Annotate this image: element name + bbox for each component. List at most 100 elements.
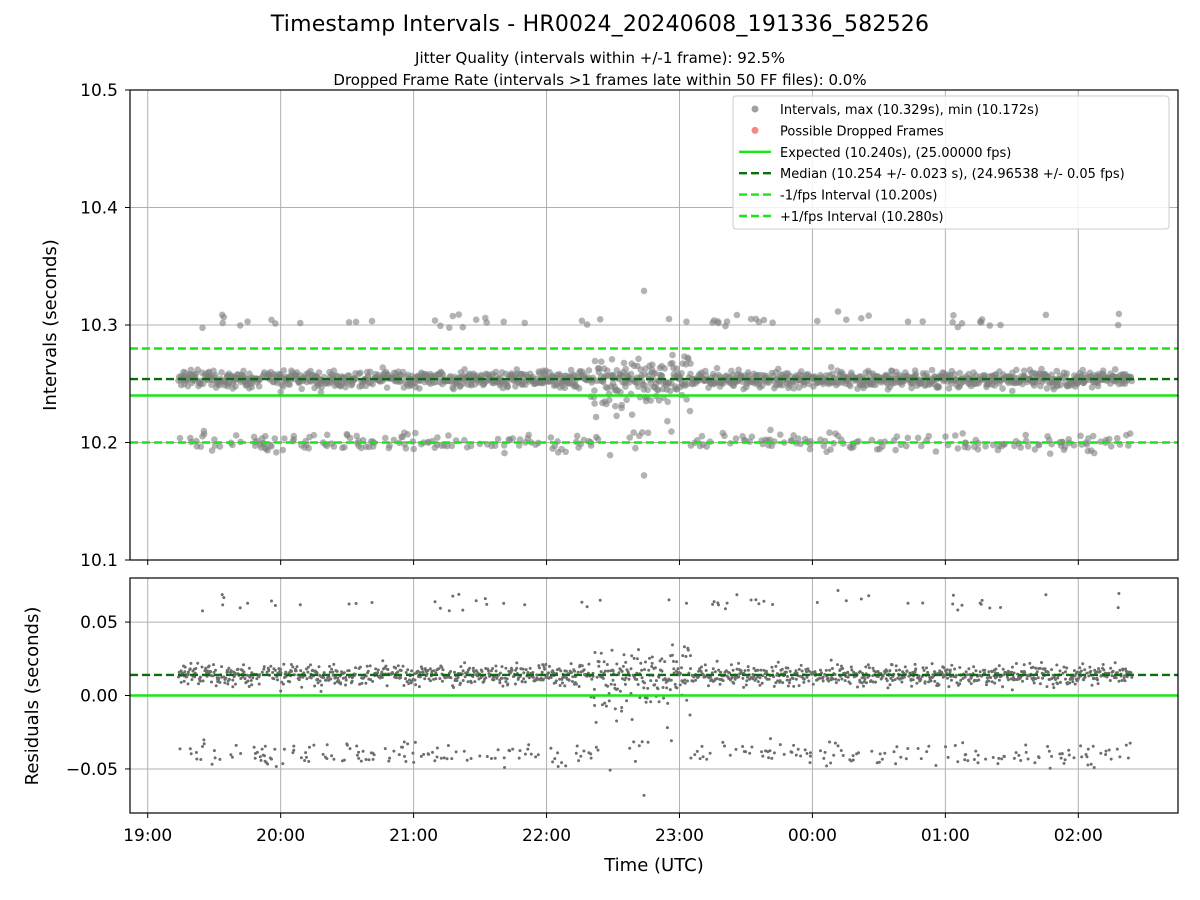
interval-point — [687, 360, 694, 367]
residual-point — [220, 665, 224, 669]
x-tick-label: 21:00 — [389, 826, 438, 846]
residual-point — [1096, 678, 1099, 682]
interval-point — [273, 449, 280, 456]
interval-point — [513, 366, 521, 373]
interval-point — [255, 383, 263, 390]
residual-point — [496, 748, 500, 752]
residual-point — [204, 666, 208, 670]
residual-point — [966, 673, 969, 677]
residual-point — [756, 680, 760, 684]
interval-point — [500, 442, 508, 449]
residual-point — [535, 673, 539, 677]
residual-point — [541, 677, 545, 681]
interval-point — [713, 364, 721, 372]
residual-point — [752, 666, 756, 670]
residual-point — [836, 663, 839, 667]
residual-point — [279, 671, 283, 675]
interval-point — [733, 311, 741, 319]
residual-point — [743, 669, 747, 673]
residual-point — [1085, 671, 1089, 675]
residual-point — [643, 668, 646, 671]
interval-point — [330, 443, 338, 450]
residual-point — [1017, 753, 1021, 757]
residual-point — [1101, 663, 1105, 666]
interval-point — [272, 320, 279, 327]
residual-point — [1081, 662, 1085, 666]
residual-point — [417, 685, 421, 689]
residual-point — [621, 677, 624, 681]
residual-point — [1097, 667, 1101, 671]
residual-point — [214, 668, 217, 672]
residual-point — [735, 667, 739, 671]
interval-point — [315, 369, 323, 376]
residual-point — [299, 756, 303, 760]
residual-point — [200, 665, 204, 669]
residual-point — [1126, 756, 1130, 760]
interval-point — [612, 402, 619, 410]
residual-point — [951, 593, 955, 597]
residual-point — [452, 686, 456, 689]
x-tick-label: 19:00 — [123, 826, 172, 846]
residual-point — [771, 603, 775, 606]
residual-point — [322, 671, 326, 675]
residual-point — [498, 671, 502, 675]
residual-point — [1111, 669, 1115, 673]
residual-point — [639, 661, 643, 665]
residual-point — [657, 675, 661, 679]
residual-point — [183, 665, 187, 669]
interval-point — [978, 316, 986, 323]
residual-point — [818, 676, 822, 680]
residual-point — [839, 664, 843, 668]
residual-point — [553, 757, 557, 761]
residual-point — [429, 679, 432, 683]
residual-point — [1084, 753, 1088, 756]
residual-point — [1059, 680, 1062, 684]
residual-point — [950, 663, 954, 667]
residual-point — [523, 603, 527, 607]
residual-point — [508, 749, 512, 753]
legend-label: -1/fps Interval (10.200s) — [780, 189, 937, 204]
interval-point — [1022, 431, 1029, 439]
residual-point — [450, 757, 454, 761]
interval-point — [974, 446, 982, 453]
interval-point — [628, 411, 636, 419]
interval-point — [353, 432, 361, 440]
interval-point — [455, 311, 463, 318]
residual-point — [843, 679, 847, 683]
residual-point — [929, 679, 933, 683]
interval-point — [654, 386, 662, 394]
residual-point — [703, 663, 707, 667]
residual-point — [492, 678, 496, 682]
residual-point — [669, 678, 673, 682]
residual-point — [615, 719, 619, 723]
residual-point — [644, 660, 647, 664]
residual-point — [691, 679, 695, 683]
residual-point — [561, 681, 564, 685]
residual-point — [700, 665, 703, 669]
interval-point — [1038, 365, 1045, 373]
interval-point — [949, 319, 956, 326]
residual-point — [976, 753, 980, 757]
residual-point — [628, 746, 632, 750]
residual-point — [347, 602, 351, 606]
residual-point — [1071, 680, 1075, 684]
residual-point — [682, 645, 686, 649]
residual-point — [1104, 753, 1108, 756]
residual-point — [500, 676, 504, 680]
interval-point — [216, 443, 224, 450]
residual-point — [672, 659, 675, 663]
interval-point — [956, 369, 964, 377]
residual-point — [620, 706, 624, 709]
residual-point — [608, 768, 612, 772]
residual-point — [469, 681, 473, 685]
interval-point — [806, 445, 814, 453]
interval-point — [575, 385, 583, 392]
residual-point — [656, 687, 660, 691]
residual-point — [807, 679, 811, 683]
residual-point — [741, 745, 745, 748]
residual-point — [956, 760, 960, 764]
residual-point — [953, 667, 957, 671]
residual-point — [910, 684, 914, 688]
residual-point — [822, 756, 826, 760]
interval-point — [1061, 443, 1069, 451]
